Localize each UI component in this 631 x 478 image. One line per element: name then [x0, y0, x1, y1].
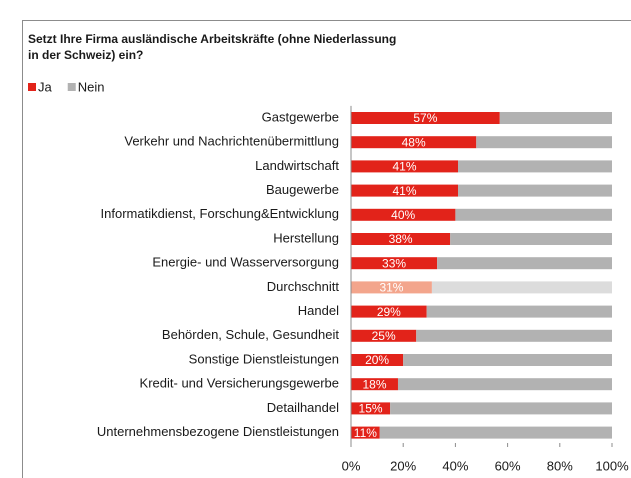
- chart-title: Setzt Ihre Firma ausländische Arbeitskrä…: [28, 32, 396, 46]
- data-label: 38%: [389, 232, 413, 246]
- bar-segment: [397, 378, 612, 391]
- x-tick-label: 20%: [390, 458, 416, 473]
- y-tick-label: Informatikdienst, Forschung&Entwicklung: [101, 206, 339, 221]
- y-tick-label: Unternehmensbezogene Dienstleistungen: [97, 424, 339, 439]
- bar-segment: [351, 426, 380, 439]
- bar-segment: [426, 305, 612, 318]
- y-tick-label: Gastgewerbe: [262, 109, 339, 124]
- bar-segment: [351, 112, 500, 124]
- bar-segment: [351, 233, 451, 245]
- y-tick-label: Herstellung: [273, 230, 339, 245]
- legend-swatch: [67, 83, 76, 91]
- data-label: 29%: [377, 305, 401, 319]
- bar-segment: [351, 329, 417, 342]
- bar-segment: [351, 136, 477, 149]
- bar-segment: [458, 184, 612, 197]
- data-label: 40%: [391, 208, 415, 222]
- data-label: 57%: [413, 111, 437, 125]
- y-tick-label: Detailhandel: [267, 400, 339, 415]
- bar-segment: [351, 184, 459, 197]
- data-label: 11%: [354, 426, 377, 440]
- bar-segment: [351, 402, 391, 415]
- data-label: 20%: [365, 353, 389, 367]
- bar-segment: [455, 208, 612, 221]
- data-label: 31%: [379, 281, 403, 295]
- x-tick-label: 60%: [495, 458, 521, 473]
- data-label: 48%: [402, 135, 426, 149]
- data-label: 41%: [392, 160, 416, 174]
- y-tick-label: Verkehr und Nachrichtenübermittlung: [124, 134, 339, 149]
- data-label: 18%: [362, 377, 386, 391]
- legend-swatch: [28, 83, 36, 91]
- chart-frame: [22, 20, 631, 478]
- bar-segment: [351, 257, 438, 270]
- bar-segment: [403, 354, 612, 366]
- x-tick-label: 100%: [595, 458, 629, 473]
- bar-segment: [351, 281, 432, 294]
- bar-segment: [499, 112, 612, 124]
- bar-segment: [379, 426, 612, 439]
- chart-title: in der Schweiz) ein?: [28, 48, 143, 62]
- bar-segment: [351, 354, 404, 366]
- bar-segment: [416, 329, 612, 342]
- bar-segment: [450, 233, 612, 245]
- data-label: 15%: [359, 402, 383, 416]
- y-tick-label: Energie- und Wasserversorgung: [152, 255, 339, 270]
- bar-segment: [351, 208, 456, 221]
- bar-segment: [351, 378, 398, 391]
- data-label: 41%: [392, 184, 416, 198]
- y-tick-label: Behörden, Schule, Gesundheit: [162, 327, 339, 342]
- bar-segment: [476, 136, 612, 149]
- data-label: 33%: [382, 256, 406, 270]
- y-tick-label: Sonstige Dienstleistungen: [189, 351, 339, 366]
- data-label: 25%: [372, 329, 396, 343]
- y-tick-label: Landwirtschaft: [255, 158, 339, 173]
- bar-segment: [437, 257, 612, 270]
- bar-segment: [458, 160, 612, 173]
- legend-label: Ja: [38, 79, 53, 94]
- x-tick-label: 40%: [442, 458, 468, 473]
- y-tick-label: Durchschnitt: [267, 279, 340, 294]
- y-tick-label: Kredit- und Versicherungsgewerbe: [140, 376, 339, 391]
- y-tick-label: Handel: [298, 303, 339, 318]
- bar-segment: [351, 160, 459, 173]
- y-tick-label: Baugewerbe: [266, 182, 339, 197]
- x-tick-label: 0%: [342, 458, 361, 473]
- bar-segment: [431, 281, 612, 294]
- x-tick-label: 80%: [547, 458, 573, 473]
- bar-segment: [351, 305, 427, 318]
- bar-segment: [390, 402, 612, 415]
- legend-label: Nein: [78, 79, 105, 94]
